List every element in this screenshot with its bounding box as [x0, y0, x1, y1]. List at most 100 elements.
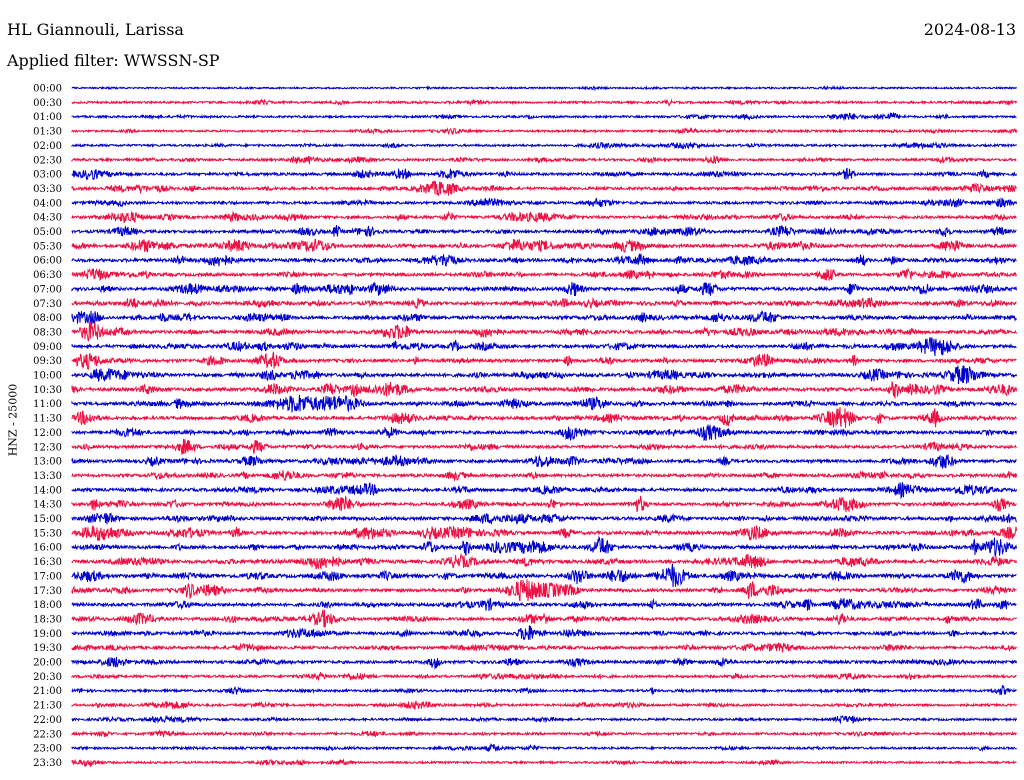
seismic-trace [71, 512, 1017, 525]
station-title: HL Giannouli, Larissa [7, 20, 184, 39]
seismic-trace [71, 85, 1017, 92]
trace-label: 16:30 [33, 557, 62, 568]
seismic-trace [71, 197, 1017, 208]
trace-label: 10:30 [33, 385, 62, 396]
seismic-trace [71, 609, 1017, 628]
seismic-trace [71, 210, 1017, 224]
seismic-trace [71, 671, 1017, 682]
trace-label: 14:30 [33, 500, 62, 511]
seismic-trace [71, 112, 1017, 122]
seismic-trace [71, 470, 1017, 482]
trace-label: 01:00 [33, 112, 62, 123]
seismic-trace [71, 454, 1017, 469]
seismic-trace [71, 281, 1017, 297]
trace-label: 05:00 [33, 227, 62, 238]
trace-label: 17:30 [33, 586, 62, 597]
trace-label: 01:30 [33, 127, 62, 138]
seismic-traces [71, 85, 1017, 768]
trace-label: 19:00 [33, 629, 62, 640]
trace-label: 03:30 [33, 184, 62, 195]
seismic-trace [71, 351, 1017, 370]
trace-label: 18:30 [33, 614, 62, 625]
seismic-trace [71, 337, 1017, 357]
seismic-trace [71, 141, 1017, 151]
trace-label: 10:00 [33, 371, 62, 382]
seismic-trace [71, 321, 1017, 342]
seismic-trace [71, 597, 1017, 611]
trace-label: 04:30 [33, 213, 62, 224]
trace-label: 00:30 [33, 98, 62, 109]
filter-label: Applied filter: WWSSN-SP [7, 51, 220, 70]
seismic-trace [71, 310, 1017, 325]
seismic-trace [71, 154, 1017, 165]
seismic-trace [71, 380, 1017, 400]
trace-label: 05:30 [33, 241, 62, 252]
trace-label: 22:30 [33, 729, 62, 740]
seismic-trace [71, 535, 1017, 557]
trace-label: 13:30 [33, 471, 62, 482]
seismic-trace [71, 685, 1017, 696]
seismic-trace [71, 127, 1017, 136]
seismic-trace [71, 642, 1017, 653]
seismic-trace [71, 729, 1017, 738]
trace-label: 00:00 [33, 84, 62, 95]
trace-label: 04:00 [33, 198, 62, 209]
seismic-trace [71, 742, 1017, 753]
seismic-trace [71, 424, 1017, 441]
seismic-trace [71, 482, 1017, 500]
trace-label: 22:00 [33, 715, 62, 726]
trace-label: 07:00 [33, 284, 62, 295]
seismic-trace [71, 758, 1017, 768]
seismic-trace [71, 267, 1017, 282]
trace-label: 13:00 [33, 457, 62, 468]
seismic-trace [71, 700, 1017, 711]
trace-label: 08:00 [33, 313, 62, 324]
seismic-trace [71, 365, 1017, 384]
trace-label: 16:00 [33, 543, 62, 554]
trace-label: 23:00 [33, 744, 62, 755]
trace-label: 14:00 [33, 485, 62, 496]
seismic-trace [71, 180, 1017, 197]
seismic-trace [71, 394, 1017, 413]
seismic-trace [71, 495, 1017, 513]
seismic-trace [71, 656, 1017, 670]
seismic-trace [71, 225, 1017, 238]
trace-label: 11:30 [33, 414, 62, 425]
seismic-trace [71, 167, 1017, 181]
trace-labels: 00:00 00:30 01:00 01:30 02:00 02:30 03:00 03:30… [33, 84, 62, 769]
seismic-trace [71, 579, 1017, 602]
trace-label: 21:30 [33, 701, 62, 712]
trace-label: 02:30 [33, 155, 62, 166]
trace-label: 15:30 [33, 528, 62, 539]
trace-label: 06:30 [33, 270, 62, 281]
trace-label: 06:00 [33, 256, 62, 267]
record-date: 2024-08-13 [923, 20, 1016, 39]
seismic-trace [71, 253, 1017, 267]
seismic-trace [71, 625, 1017, 641]
trace-label: 12:30 [33, 442, 62, 453]
seismic-trace [71, 296, 1017, 310]
seismic-trace [71, 238, 1017, 253]
trace-label: 15:00 [33, 514, 62, 525]
trace-label: 07:30 [33, 299, 62, 310]
trace-label: 20:00 [33, 658, 62, 669]
trace-label: 17:00 [33, 571, 62, 582]
seismic-trace [71, 563, 1017, 588]
seismic-trace [71, 407, 1017, 429]
seismic-trace [71, 552, 1017, 570]
seismic-trace [71, 714, 1017, 725]
trace-label: 19:30 [33, 643, 62, 654]
trace-label: 03:00 [33, 170, 62, 181]
trace-label: 21:00 [33, 686, 62, 697]
trace-label: 09:00 [33, 342, 62, 353]
trace-label: 12:00 [33, 428, 62, 439]
trace-label: 23:30 [33, 758, 62, 769]
trace-label: 09:30 [33, 356, 62, 367]
trace-label: 18:00 [33, 600, 62, 611]
seismic-trace [71, 525, 1017, 541]
trace-label: 11:00 [33, 399, 62, 410]
seismic-trace [71, 438, 1017, 455]
trace-label: 02:00 [33, 141, 62, 152]
seismic-trace [71, 98, 1017, 107]
